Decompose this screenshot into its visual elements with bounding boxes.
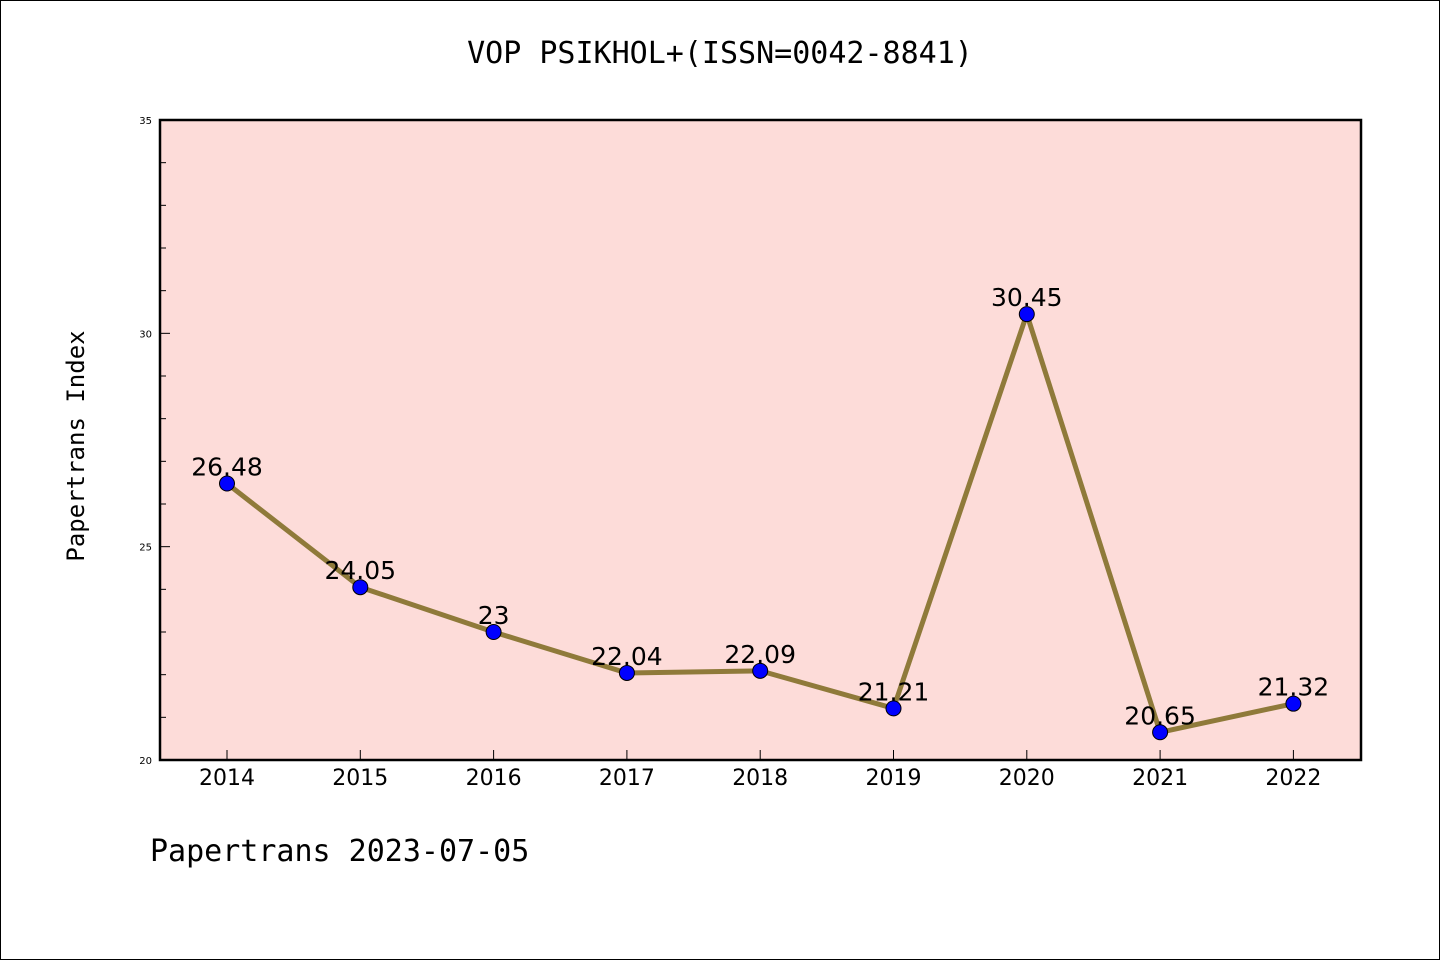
- x-tick-label: 2015: [332, 766, 388, 791]
- data-label: 24.05: [325, 556, 397, 585]
- data-label: 22.04: [591, 642, 663, 671]
- data-label: 20.65: [1124, 701, 1196, 730]
- x-tick-label: 2016: [466, 766, 522, 791]
- data-label: 30.45: [991, 283, 1063, 312]
- data-label: 26.48: [191, 453, 263, 482]
- plot-area: [158, 118, 1363, 762]
- data-point: [219, 475, 235, 492]
- y-tick-label: 20: [139, 756, 152, 767]
- y-tick-label: 35: [139, 116, 152, 127]
- data-point: [618, 664, 635, 681]
- x-axis-ticks: 2014 2015 2016 2017 2018 2019 2020 2021 2022: [199, 750, 1321, 791]
- data-label-layer: 26.48 24.05 23 22.04 22.09 21.21 30.45 20.65 21.…: [191, 283, 1329, 730]
- x-tick-label: 2022: [1265, 766, 1321, 791]
- x-tick-label: 2017: [599, 766, 655, 791]
- x-tick-label: 2014: [199, 766, 255, 791]
- data-point: [1152, 724, 1169, 741]
- data-label: 21.32: [1258, 673, 1330, 702]
- x-tick-label: 2021: [1132, 766, 1188, 791]
- data-point: [1018, 306, 1035, 323]
- x-tick-label: 2018: [732, 766, 788, 791]
- x-tick-label: 2019: [866, 766, 922, 791]
- data-point: [885, 700, 902, 717]
- y-tick-label: 25: [139, 543, 152, 554]
- footer-text: Papertrans 2023-07-05: [150, 834, 530, 869]
- data-point: [352, 579, 369, 596]
- data-label: 21.21: [858, 677, 930, 706]
- y-axis-ticks: 20 25 30 35: [139, 116, 170, 767]
- data-point: [1285, 695, 1302, 712]
- data-label: 23: [478, 601, 510, 630]
- data-point: [752, 662, 769, 679]
- x-tick-label: 2020: [999, 766, 1055, 791]
- data-label: 22.09: [724, 640, 796, 669]
- chart-title: VOP PSIKHOL+(ISSN=0042-8841): [467, 36, 973, 71]
- y-tick-label: 30: [139, 329, 152, 340]
- data-point: [485, 624, 502, 640]
- series-layer: [219, 306, 1302, 741]
